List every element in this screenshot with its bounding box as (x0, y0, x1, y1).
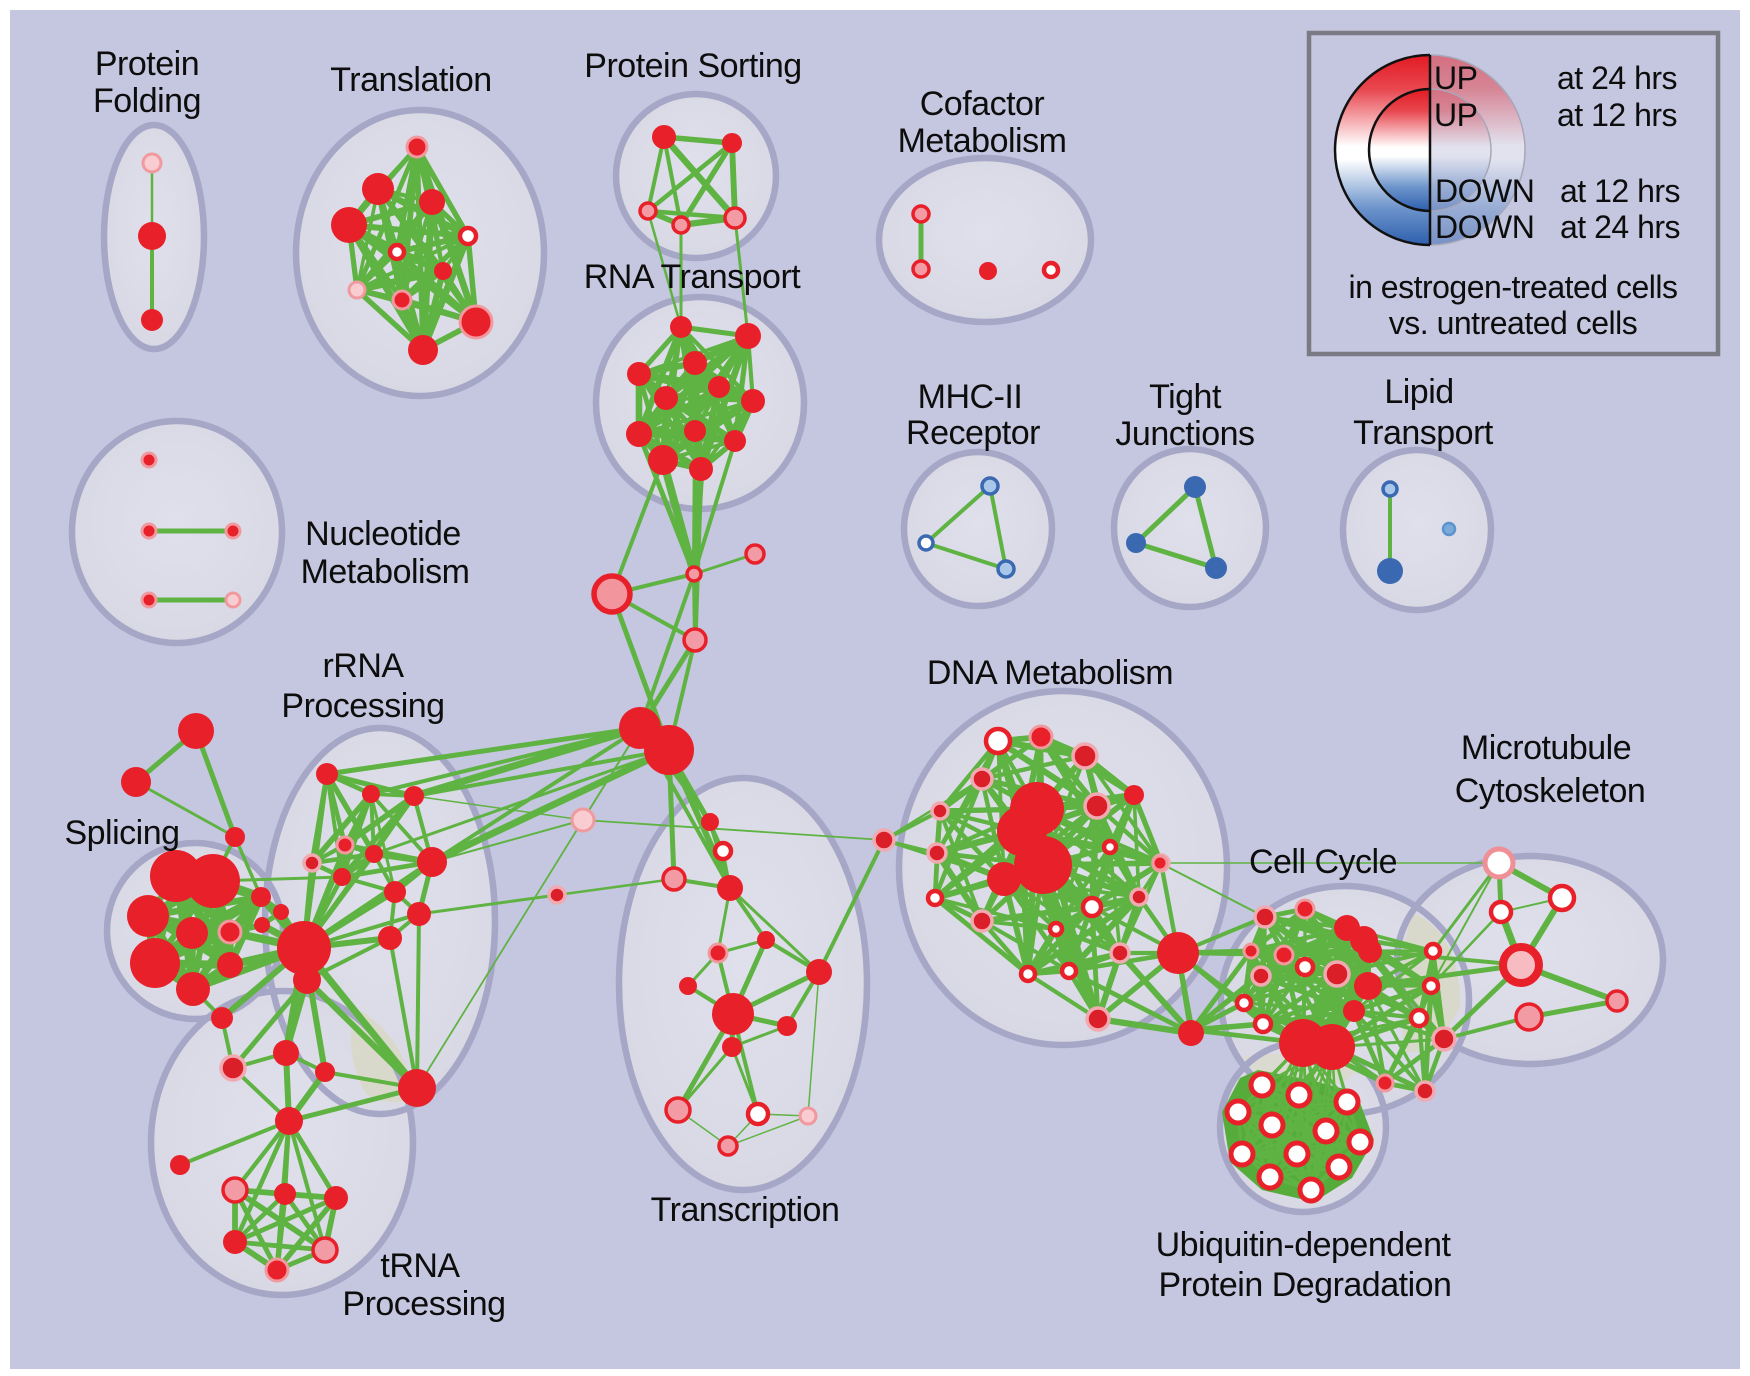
svg-text:MHC-II: MHC-II (918, 378, 1023, 416)
svg-text:vs. untreated cells: vs. untreated cells (1389, 305, 1637, 341)
svg-text:at 12 hrs: at 12 hrs (1560, 173, 1680, 209)
svg-text:Receptor: Receptor (906, 414, 1040, 452)
svg-text:Ubiquitin-dependent: Ubiquitin-dependent (1156, 1226, 1452, 1264)
svg-text:rRNA: rRNA (322, 647, 404, 685)
svg-text:tRNA: tRNA (380, 1247, 460, 1285)
svg-text:Nucleotide: Nucleotide (305, 515, 461, 553)
svg-text:Cell Cycle: Cell Cycle (1249, 843, 1397, 881)
svg-text:Processing: Processing (342, 1285, 505, 1323)
svg-text:Junctions: Junctions (1115, 415, 1254, 453)
svg-text:at 24 hrs: at 24 hrs (1557, 60, 1677, 96)
svg-text:Processing: Processing (281, 687, 444, 725)
svg-text:Transport: Transport (1353, 414, 1494, 452)
svg-text:Cofactor: Cofactor (920, 85, 1045, 123)
svg-text:RNA Transport: RNA Transport (584, 258, 802, 296)
svg-text:Cytoskeleton: Cytoskeleton (1455, 772, 1646, 810)
svg-text:Protein Sorting: Protein Sorting (584, 47, 801, 85)
svg-text:at 24 hrs: at 24 hrs (1560, 209, 1680, 245)
svg-text:Protein Degradation: Protein Degradation (1159, 1266, 1452, 1304)
svg-text:Metabolism: Metabolism (301, 553, 470, 591)
svg-text:at 12 hrs: at 12 hrs (1557, 97, 1677, 133)
svg-text:Translation: Translation (330, 61, 491, 99)
svg-text:Lipid: Lipid (1384, 373, 1453, 411)
svg-text:DNA Metabolism: DNA Metabolism (927, 654, 1173, 692)
svg-text:DOWN: DOWN (1435, 209, 1534, 245)
svg-text:Splicing: Splicing (64, 814, 179, 852)
svg-text:DOWN: DOWN (1435, 173, 1534, 209)
svg-text:UP: UP (1434, 60, 1477, 96)
svg-text:Transcription: Transcription (651, 1191, 840, 1229)
svg-text:Protein: Protein (95, 45, 199, 83)
svg-text:in estrogen-treated cells: in estrogen-treated cells (1348, 269, 1677, 305)
svg-text:Metabolism: Metabolism (898, 122, 1067, 160)
svg-text:Tight: Tight (1149, 378, 1222, 416)
svg-text:Folding: Folding (93, 82, 201, 120)
svg-text:UP: UP (1434, 97, 1477, 133)
svg-text:Microtubule: Microtubule (1461, 729, 1631, 767)
